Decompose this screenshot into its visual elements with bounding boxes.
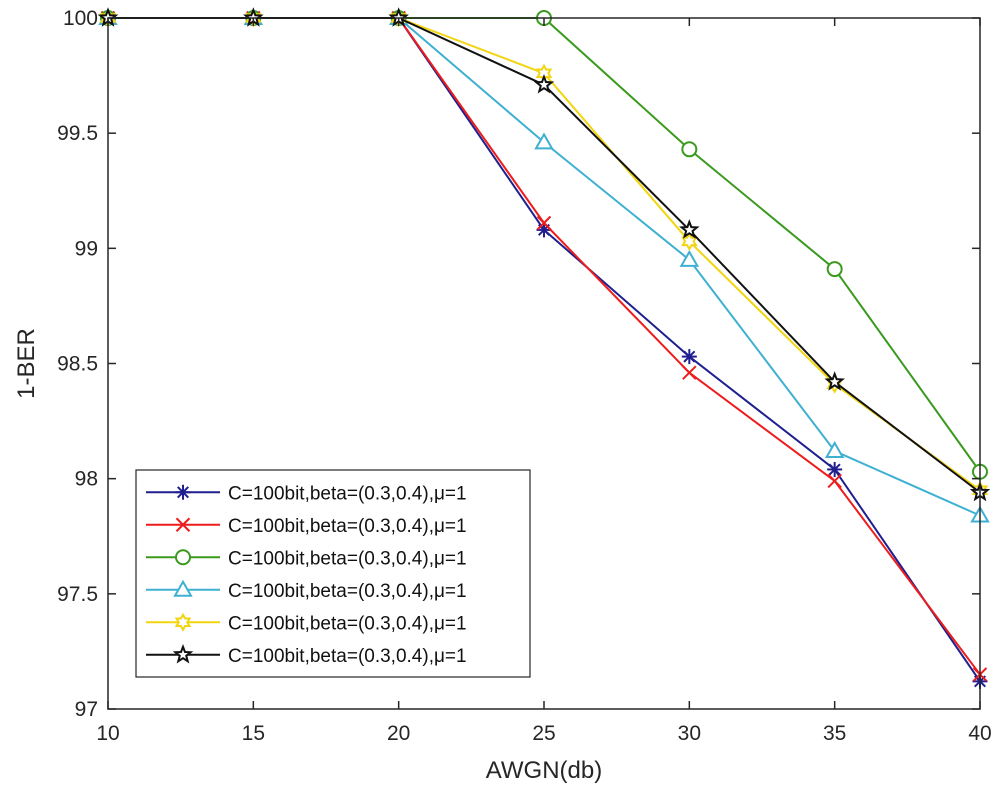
legend-label: C=100bit,beta=(0.3,0.4),μ=1 <box>228 581 467 602</box>
x-tick-label: 25 <box>532 722 555 745</box>
series-2-point <box>536 215 552 231</box>
ticks-layer: 10 15 20 25 30 35 40 97 97.5 98 98.5 99 99.5 100 <box>57 7 992 745</box>
series-1-point <box>681 349 697 365</box>
y-tick-label: 98.5 <box>57 353 98 376</box>
series-2-point <box>682 365 697 380</box>
legend-label: C=100bit,beta=(0.3,0.4),μ=1 <box>228 548 467 569</box>
y-tick-label: 99.5 <box>57 122 98 145</box>
series-6-point <box>679 219 700 239</box>
legend-box <box>135 469 531 678</box>
series-4-line <box>108 17 981 517</box>
x-tick-label: 40 <box>968 722 991 745</box>
legend: C=100bit,beta=(0.3,0.4),μ=1 C=100bit,beta… <box>135 469 531 678</box>
y-tick-label: 97.5 <box>57 583 98 606</box>
series-6-point <box>533 73 555 94</box>
legend-swatch-marker <box>174 612 192 632</box>
legend-swatch-marker <box>175 484 191 500</box>
legend-swatch-marker <box>172 643 194 664</box>
series-6-point <box>824 371 845 391</box>
legend-label: C=100bit,beta=(0.3,0.4),μ=1 <box>228 483 467 504</box>
series-3-point <box>681 141 698 158</box>
legend-item-6: C=100bit,beta=(0.3,0.4),μ=1 <box>146 643 467 667</box>
y-tick-label: 97 <box>75 698 98 721</box>
legend-item-3: C=100bit,beta=(0.3,0.4),μ=1 <box>146 548 467 569</box>
legend-label: C=100bit,beta=(0.3,0.4),μ=1 <box>228 516 467 537</box>
x-tick-label: 10 <box>96 722 119 745</box>
series-3-point <box>826 261 843 278</box>
x-tick-label: 35 <box>823 722 846 745</box>
series-1-point <box>536 222 552 238</box>
series-4-point <box>824 441 845 459</box>
series-4-point <box>679 249 700 267</box>
legend-item-4: C=100bit,beta=(0.3,0.4),μ=1 <box>146 579 467 602</box>
legend-swatch-marker <box>175 549 191 566</box>
series-4-point <box>534 132 554 150</box>
legend-label: C=100bit,beta=(0.3,0.4),μ=1 <box>228 646 467 667</box>
x-axis-title: AWGN(db) <box>486 757 602 784</box>
y-tick-label: 99 <box>75 237 98 260</box>
y-tick-label: 98 <box>75 468 98 491</box>
legend-label: C=100bit,beta=(0.3,0.4),μ=1 <box>228 613 467 634</box>
series-6 <box>97 7 991 502</box>
series-2-point <box>827 473 842 489</box>
x-tick-label: 20 <box>387 722 410 745</box>
legend-swatch-marker <box>175 517 191 532</box>
x-tick-label: 30 <box>678 722 701 745</box>
y-tick-label: 100 <box>63 7 98 30</box>
legend-item-2: C=100bit,beta=(0.3,0.4),μ=1 <box>146 516 467 537</box>
x-tick-label: 15 <box>242 722 265 745</box>
series-1-point <box>827 461 843 477</box>
legend-swatch-marker <box>173 579 193 597</box>
y-axis-title: 1-BER <box>13 328 40 399</box>
legend-item-5: C=100bit,beta=(0.3,0.4),μ=1 <box>146 612 467 634</box>
legend-item-1: C=100bit,beta=(0.3,0.4),μ=1 <box>146 483 467 504</box>
